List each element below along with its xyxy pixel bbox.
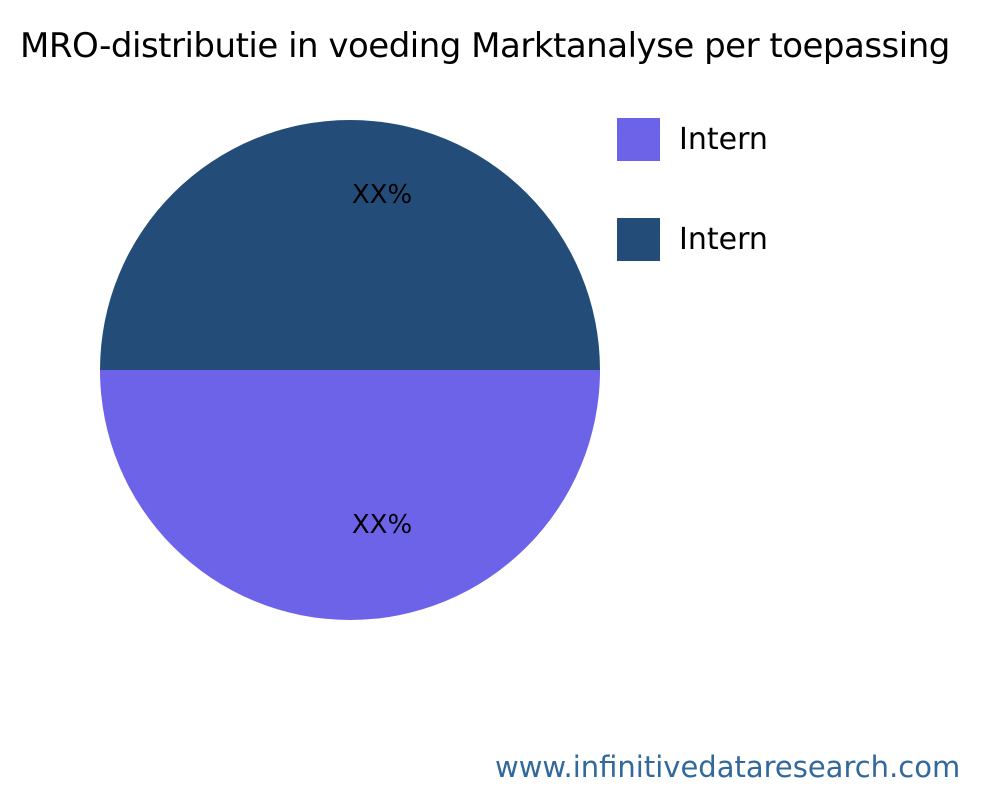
legend: Intern Intern <box>617 118 768 318</box>
pie-chart: XX% XX% <box>100 120 600 620</box>
legend-swatch-dark-blue <box>617 218 660 261</box>
chart-title: MRO-distributie in voeding Marktanalyse … <box>20 26 950 66</box>
website-link[interactable]: www.infinitivedataresearch.com <box>495 750 961 784</box>
legend-item: Intern <box>617 118 768 161</box>
legend-label: Intern <box>679 122 768 157</box>
legend-label: Intern <box>679 222 768 257</box>
slice-value-label-bottom: XX% <box>351 510 413 540</box>
legend-swatch-purple <box>617 118 660 161</box>
legend-item: Intern <box>617 218 768 261</box>
slice-value-label-top: XX% <box>351 180 413 210</box>
